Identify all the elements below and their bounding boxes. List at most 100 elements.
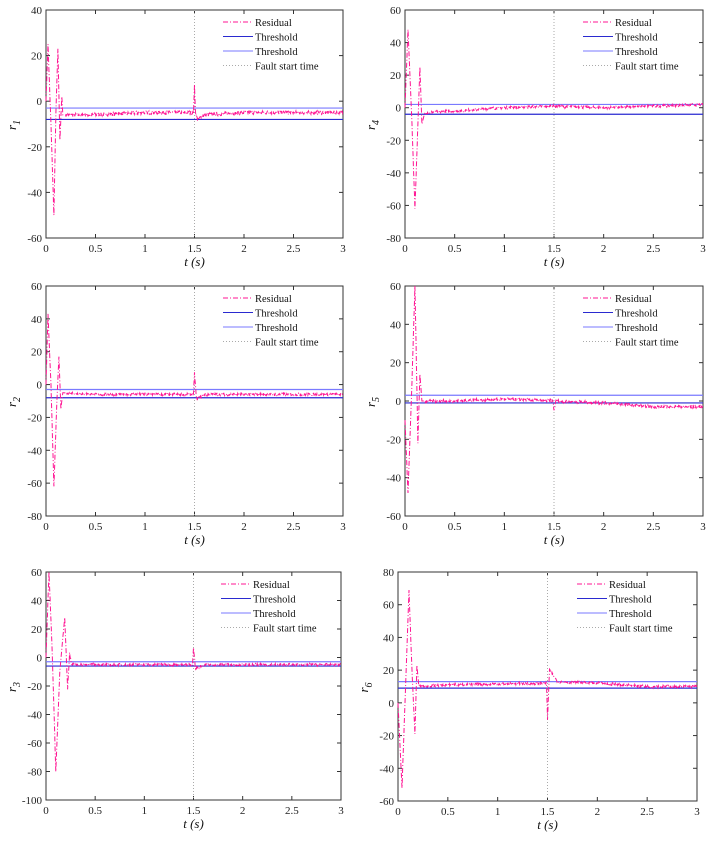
x-tick-label: 3 [338,805,344,817]
y-tick-label: -20 [27,681,42,693]
y-axis-label: r1 [4,120,23,130]
x-tick-label: 0.5 [448,243,462,255]
x-tick-label: 1.5 [187,805,201,817]
x-tick-label: 0 [43,805,49,817]
legend-label: Residual [609,580,646,591]
y-tick-label: -80 [386,233,401,245]
y-tick-label: 60 [390,5,402,17]
y-tick-label: 40 [390,319,402,331]
subplot-r3: -100 -80 -60 -40 -20 0 20 40 60 0 0.5 1 1.5 2 2.5 3 t (s… [4,567,344,831]
y-tick-label: 20 [31,347,43,359]
x-tick-label: 2 [241,243,247,255]
legend-label: Threshold [609,595,652,606]
y-tick-label: 40 [31,5,43,17]
y-tick-label: 0 [37,96,43,108]
x-tick-label: 0 [402,243,408,255]
residual-line [45,571,342,772]
legend-label: Threshold [255,309,298,320]
y-axis-label-subscript: 1 [12,120,23,125]
y-axis-label-subscript: 4 [371,120,382,125]
x-axis-label: t (s) [544,532,565,547]
y-tick-label: 40 [31,596,43,608]
y-tick-label: -20 [27,412,42,424]
x-tick-label: 2 [241,521,247,533]
x-tick-label: 0.5 [441,806,455,818]
x-tick-label: 1 [495,806,501,818]
legend: Residual Threshold Threshold Fault start ti… [583,18,679,73]
x-tick-label: 3 [340,243,346,255]
y-axis-label-base: r [4,401,19,407]
y-tick-label: 20 [383,665,395,677]
x-tick-label: 0.5 [88,805,102,817]
y-tick-label: 20 [31,51,43,63]
x-tick-label: 1 [502,521,508,533]
y-tick-label: -40 [386,473,401,485]
x-tick-label: 2 [240,805,246,817]
subplot-r5: -60 -40 -20 0 20 40 60 0 0.5 1 1.5 2 2.5 3 t (s) r5 Resi… [363,281,706,547]
legend: Residual Threshold Threshold Fault start ti… [223,18,319,73]
y-tick-label: -40 [386,168,401,180]
x-tick-label: 2.5 [646,243,660,255]
y-tick-label: 60 [31,281,43,293]
legend-label: Residual [615,18,652,29]
y-tick-label: -60 [27,478,42,490]
y-tick-label: -40 [27,187,42,199]
y-tick-label: 40 [390,38,402,50]
residual-line [404,29,704,209]
y-tick-label: -20 [386,135,401,147]
y-axis-label: r4 [363,120,382,130]
x-tick-label: 0 [43,243,49,255]
x-tick-label: 3 [700,243,706,255]
legend-label: Threshold [615,47,658,58]
y-tick-label: 80 [383,567,395,579]
legend-label: Threshold [615,33,658,44]
x-tick-label: 0 [43,521,49,533]
y-tick-label: -20 [27,142,42,154]
y-axis-label: r6 [356,682,375,692]
legend-label: Fault start time [253,624,317,635]
y-tick-label: 0 [396,396,402,408]
y-tick-label: -20 [379,731,394,743]
y-tick-label: 60 [31,567,43,579]
x-tick-label: 1 [142,805,148,817]
x-tick-label: 3 [700,521,706,533]
legend-label: Threshold [255,47,298,58]
x-tick-label: 1 [142,243,148,255]
y-tick-label: -60 [27,233,42,245]
x-tick-label: 2 [601,521,607,533]
y-tick-label: 40 [31,314,43,326]
legend-label: Threshold [253,595,296,606]
legend: Residual Threshold Threshold Fault start ti… [223,294,319,349]
x-tick-label: 3 [694,806,700,818]
y-tick-label: -40 [379,763,394,775]
y-axis-label-subscript: 2 [12,397,23,402]
legend-label: Threshold [615,309,658,320]
x-axis-label: t (s) [184,532,205,547]
y-tick-label: -60 [379,796,394,808]
legend: Residual Threshold Threshold Fault start ti… [221,580,317,635]
legend-label: Residual [253,580,290,591]
x-tick-label: 0 [395,806,401,818]
y-tick-label: -40 [27,445,42,457]
x-axis-label: t (s) [537,817,558,832]
legend-label: Threshold [609,609,652,620]
x-tick-label: 2 [595,806,601,818]
y-axis-label-subscript: 6 [364,682,375,687]
y-tick-label: -60 [27,738,42,750]
residual-line [397,589,698,788]
y-tick-label: -100 [22,795,43,807]
residual-line [45,313,344,487]
y-tick-label: -80 [27,511,42,523]
y-tick-label: -40 [27,710,42,722]
x-tick-label: 2.5 [646,521,660,533]
x-axis-label: t (s) [184,254,205,269]
x-tick-label: 1.5 [541,806,555,818]
legend-label: Fault start time [615,62,679,73]
y-tick-label: 0 [389,698,395,710]
residual-line [404,285,704,494]
y-tick-label: -20 [386,434,401,446]
y-tick-label: 0 [37,380,43,392]
x-tick-label: 2.5 [285,805,299,817]
